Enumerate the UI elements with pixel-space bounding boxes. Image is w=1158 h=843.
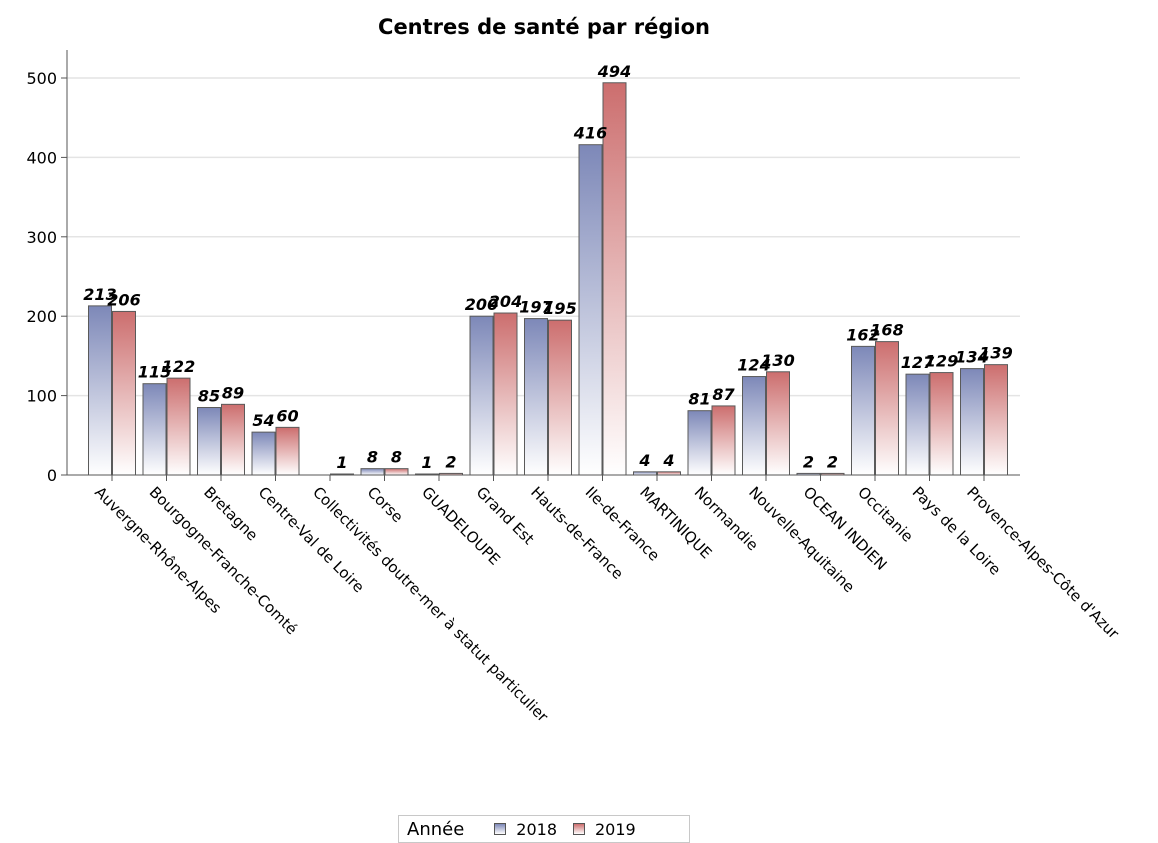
bar-2019-7 [494, 313, 517, 475]
data-label-2019-0: 206 [107, 290, 140, 309]
bar-2018-7 [470, 316, 493, 475]
bar-2018-0 [89, 306, 112, 475]
data-label-2019-8: 195 [543, 299, 576, 318]
bar-2018-14 [852, 346, 875, 475]
x-tick-label: Centre-Val de Loire [255, 483, 368, 596]
data-label-2019-15: 129 [925, 352, 958, 371]
data-label-2019-3: 60 [276, 406, 298, 425]
legend: Année 2018 2019 [398, 815, 690, 843]
bar-2018-8 [525, 319, 548, 475]
y-tick-label: 200 [26, 307, 57, 326]
legend-label-2018: 2018 [516, 820, 557, 839]
data-label-2018-2: 85 [198, 387, 220, 406]
bar-2018-16 [961, 369, 984, 475]
x-tick-label: Corse [364, 483, 407, 526]
data-label-2019-5: 8 [391, 448, 402, 467]
y-tick-label: 0 [47, 466, 57, 485]
bar-2018-9 [579, 145, 602, 475]
bar-2018-1 [143, 384, 166, 475]
bar-2019-12 [767, 372, 790, 475]
legend-swatch-2018 [494, 823, 506, 835]
bar-2018-12 [743, 377, 766, 475]
y-tick-label: 500 [26, 69, 57, 88]
bar-2019-0 [113, 311, 136, 475]
data-label-2019-9: 494 [597, 62, 631, 81]
data-label-2019-10: 4 [662, 451, 674, 470]
y-axis: 0 100 200 300 400 500 [26, 50, 67, 485]
y-tick-label: 100 [26, 387, 57, 406]
bar-2019-8 [549, 320, 572, 475]
bars [89, 83, 1008, 475]
data-label-2019-1: 122 [162, 357, 195, 376]
data-label-2018-9: 416 [573, 124, 607, 143]
bar-2019-1 [167, 378, 190, 475]
data-label-2019-11: 87 [712, 385, 735, 404]
bar-2018-15 [906, 374, 929, 475]
legend-label-2019: 2019 [595, 820, 636, 839]
x-tick-label: Nouvelle-Aquitaine [745, 483, 858, 596]
data-label-2018-10: 4 [638, 451, 650, 470]
legend-item-2019: 2019 [573, 820, 636, 839]
data-label-2018-5: 8 [367, 448, 378, 467]
bar-2019-2 [222, 404, 245, 475]
data-label-2019-7: 204 [489, 292, 522, 311]
bar-2018-3 [252, 432, 275, 475]
legend-swatch-2019 [573, 823, 585, 835]
data-label-2019-13: 2 [827, 452, 838, 471]
x-tick-label: Hauts-de-France [527, 483, 627, 583]
bar-2019-16 [985, 365, 1008, 475]
bar-2018-2 [198, 408, 221, 475]
x-axis: Auvergne-Rhône-AlpesBourgogne-Franche-Co… [67, 475, 1123, 726]
y-tick-label: 300 [26, 228, 57, 247]
data-label-2018-11: 81 [688, 390, 710, 409]
bar-2018-5 [361, 469, 384, 475]
data-label-2019-14: 168 [870, 321, 903, 340]
bar-2019-11 [712, 406, 735, 475]
bar-2019-15 [930, 373, 953, 475]
bar-2019-14 [876, 342, 899, 475]
data-label-2018-6: 1 [421, 453, 432, 472]
chart-title: Centres de santé par région [378, 15, 710, 39]
y-tick-label: 400 [26, 148, 57, 167]
data-label-2019-6: 2 [445, 452, 456, 471]
data-label-2019-2: 89 [222, 383, 244, 402]
bar-2019-5 [385, 469, 408, 475]
legend-item-2018: 2018 [494, 820, 557, 839]
data-label-2018-13: 2 [803, 452, 814, 471]
data-label-2019-4: 1 [336, 453, 347, 472]
data-label-2018-3: 54 [252, 411, 274, 430]
legend-title: Année [407, 819, 464, 840]
bar-2019-3 [276, 427, 299, 475]
bar-2018-11 [688, 411, 711, 475]
data-label-2019-16: 139 [979, 344, 1012, 363]
data-label-2019-12: 130 [761, 351, 794, 370]
